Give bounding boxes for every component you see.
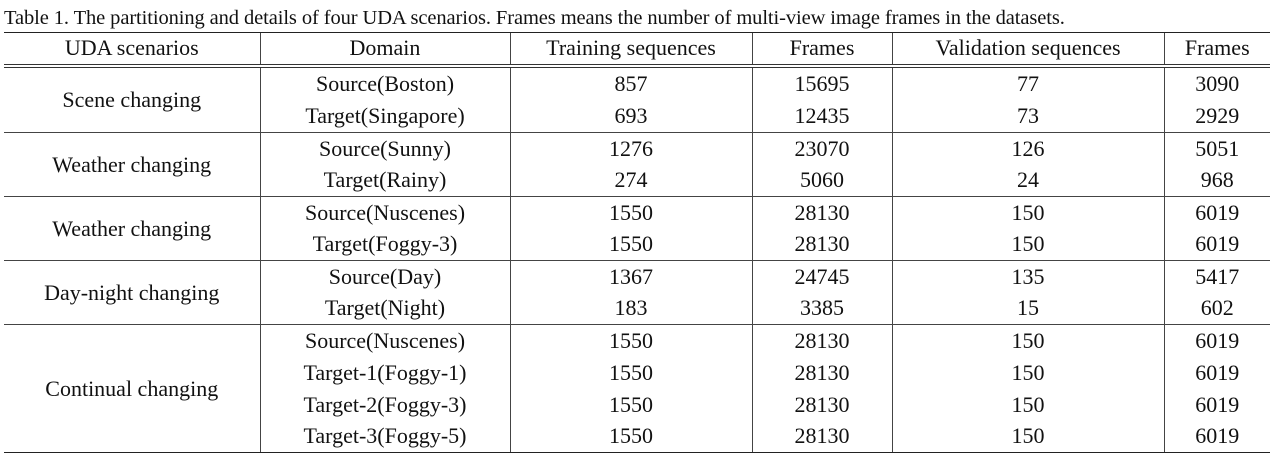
table-row: Target(Rainy) 274 5060 24 968 xyxy=(4,164,1270,197)
training-frames-cell: 28130 xyxy=(751,196,892,229)
validation-sequences-cell: 150 xyxy=(891,420,1164,453)
validation-sequences-cell: 150 xyxy=(891,196,1164,229)
training-frames-cell: 28130 xyxy=(751,356,892,389)
domain-cell: Target(Singapore) xyxy=(259,100,510,133)
validation-sequences-cell: 73 xyxy=(891,100,1164,133)
validation-frames-cell: 3090 xyxy=(1163,65,1270,101)
table-row: Scene changing Source(Boston) 857 15695 77 30… xyxy=(4,65,1270,133)
table-body: Scene changing Source(Boston) 857 15695 77 30… xyxy=(4,65,1270,453)
validation-frames-cell: 602 xyxy=(1163,292,1270,325)
training-sequences-cell: 857 xyxy=(509,65,752,101)
header-training-frames: Frames xyxy=(751,32,892,68)
domain-cell: Target(Night) xyxy=(259,292,510,325)
validation-sequences-cell: 150 xyxy=(891,356,1164,389)
validation-sequences-cell: 150 xyxy=(891,388,1164,421)
training-frames-cell: 28130 xyxy=(751,228,892,261)
validation-sequences-cell: 15 xyxy=(891,292,1164,325)
header-validation-frames: Frames xyxy=(1163,32,1270,68)
scenario-cell: Continual changing xyxy=(4,324,260,453)
domain-cell: Target-3(Foggy-5) xyxy=(259,420,510,453)
validation-frames-cell: 6019 xyxy=(1163,388,1270,421)
domain-cell: Source(Nuscenes) xyxy=(259,196,510,229)
domain-cell: Source(Boston) xyxy=(259,65,510,101)
training-frames-cell: 3385 xyxy=(751,292,892,325)
domain-cell: Source(Sunny) xyxy=(259,132,510,165)
domain-cell: Target-1(Foggy-1) xyxy=(259,356,510,389)
training-sequences-cell: 1550 xyxy=(509,356,752,389)
table-caption: Table 1. The partitioning and details of… xyxy=(4,7,1065,29)
header-row: UDA scenarios Domain Training sequences … xyxy=(4,32,1270,68)
training-sequences-cell: 1367 xyxy=(509,260,752,293)
training-frames-cell: 15695 xyxy=(751,65,892,101)
domain-cell: Target(Rainy) xyxy=(259,164,510,197)
validation-sequences-cell: 126 xyxy=(891,132,1164,165)
training-sequences-cell: 1550 xyxy=(509,196,752,229)
domain-cell: Target(Foggy-3) xyxy=(259,228,510,261)
domain-cell: Target-2(Foggy-3) xyxy=(259,388,510,421)
scenario-cell: Day-night changing xyxy=(4,260,260,325)
validation-frames-cell: 6019 xyxy=(1163,356,1270,389)
validation-sequences-cell: 24 xyxy=(891,164,1164,197)
scenario-cell: Weather changing xyxy=(4,132,260,197)
training-frames-cell: 28130 xyxy=(751,324,892,357)
header-training-sequences: Training sequences xyxy=(509,32,752,68)
training-sequences-cell: 693 xyxy=(509,100,752,133)
training-sequences-cell: 1550 xyxy=(509,388,752,421)
training-sequences-cell: 1276 xyxy=(509,132,752,165)
table-row: Day-night changing Source(Day) 1367 24745 13… xyxy=(4,260,1270,325)
validation-frames-cell: 6019 xyxy=(1163,324,1270,357)
validation-frames-cell: 5051 xyxy=(1163,132,1270,165)
validation-sequences-cell: 150 xyxy=(891,324,1164,357)
table-row: Target-3(Foggy-5) 1550 28130 150 6019 xyxy=(4,420,1270,453)
header-validation-sequences: Validation sequences xyxy=(891,32,1164,68)
domain-cell: Source(Nuscenes) xyxy=(259,324,510,357)
validation-frames-cell: 6019 xyxy=(1163,228,1270,261)
header-domain: Domain xyxy=(259,32,510,68)
validation-sequences-cell: 77 xyxy=(891,65,1164,101)
table-row: Weather changing Source(Sunny) 1276 23070 12… xyxy=(4,132,1270,197)
table-row: Target(Night) 183 3385 15 602 xyxy=(4,292,1270,325)
validation-frames-cell: 6019 xyxy=(1163,420,1270,453)
validation-frames-cell: 6019 xyxy=(1163,196,1270,229)
training-frames-cell: 5060 xyxy=(751,164,892,197)
training-sequences-cell: 1550 xyxy=(509,228,752,261)
domain-cell: Source(Day) xyxy=(259,260,510,293)
uda-scenarios-table: UDA scenarios Domain Training sequences … xyxy=(4,32,1270,453)
training-frames-cell: 24745 xyxy=(751,260,892,293)
training-frames-cell: 28130 xyxy=(751,420,892,453)
training-frames-cell: 28130 xyxy=(751,388,892,421)
table-row: Target-2(Foggy-3) 1550 28130 150 6019 xyxy=(4,388,1270,421)
scenario-cell: Scene changing xyxy=(4,65,260,133)
training-frames-cell: 12435 xyxy=(751,100,892,133)
validation-sequences-cell: 150 xyxy=(891,228,1164,261)
table-row: Target(Foggy-3) 1550 28130 150 6019 xyxy=(4,228,1270,261)
training-frames-cell: 23070 xyxy=(751,132,892,165)
validation-frames-cell: 2929 xyxy=(1163,100,1270,133)
training-sequences-cell: 183 xyxy=(509,292,752,325)
table-row: Target(Singapore) 693 12435 73 2929 xyxy=(4,100,1270,133)
validation-sequences-cell: 135 xyxy=(891,260,1164,293)
validation-frames-cell: 5417 xyxy=(1163,260,1270,293)
training-sequences-cell: 1550 xyxy=(509,420,752,453)
training-sequences-cell: 1550 xyxy=(509,324,752,357)
scenario-cell: Weather changing xyxy=(4,196,260,261)
header-uda-scenarios: UDA scenarios xyxy=(4,32,260,68)
training-sequences-cell: 274 xyxy=(509,164,752,197)
validation-frames-cell: 968 xyxy=(1163,164,1270,197)
table-row: Target-1(Foggy-1) 1550 28130 150 6019 xyxy=(4,356,1270,389)
table-row: Continual changing Source(Nuscenes) 1550 28… xyxy=(4,324,1270,453)
table-row: Weather changing Source(Nuscenes) 1550 2813… xyxy=(4,196,1270,261)
